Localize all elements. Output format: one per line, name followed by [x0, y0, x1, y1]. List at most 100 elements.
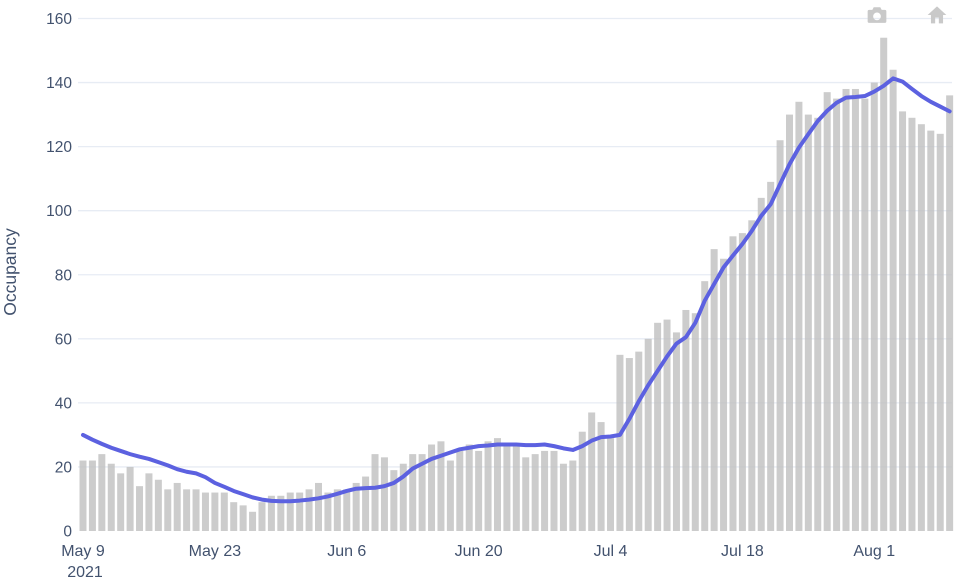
- bar[interactable]: [296, 492, 304, 531]
- bar[interactable]: [418, 454, 426, 531]
- download-plot-button[interactable]: [863, 2, 891, 28]
- bar[interactable]: [446, 460, 454, 531]
- bar[interactable]: [927, 130, 935, 532]
- bar[interactable]: [588, 412, 596, 531]
- x-tick-year-label: 2021: [67, 564, 103, 580]
- bar[interactable]: [239, 505, 247, 531]
- bar[interactable]: [409, 454, 417, 531]
- bar[interactable]: [786, 114, 793, 532]
- bar[interactable]: [833, 98, 841, 532]
- bar[interactable]: [277, 495, 285, 531]
- bar[interactable]: [117, 473, 125, 531]
- bar[interactable]: [559, 463, 567, 531]
- bar[interactable]: [333, 489, 341, 531]
- bar[interactable]: [861, 98, 869, 532]
- bar[interactable]: [767, 181, 775, 531]
- bar[interactable]: [503, 444, 511, 531]
- bar[interactable]: [738, 233, 746, 531]
- bar[interactable]: [625, 358, 633, 531]
- bar[interactable]: [456, 450, 464, 531]
- bar[interactable]: [258, 502, 266, 531]
- bar[interactable]: [710, 249, 718, 531]
- bar[interactable]: [183, 489, 191, 531]
- bar[interactable]: [267, 495, 275, 531]
- bar[interactable]: [126, 466, 134, 531]
- bar[interactable]: [428, 444, 436, 531]
- bar[interactable]: [98, 454, 106, 531]
- trend-line[interactable]: [81, 76, 952, 504]
- bar[interactable]: [804, 114, 812, 532]
- bar[interactable]: [343, 489, 351, 531]
- bar[interactable]: [654, 322, 662, 531]
- bar[interactable]: [795, 101, 803, 531]
- bar[interactable]: [399, 463, 407, 531]
- bar[interactable]: [230, 502, 238, 531]
- bar[interactable]: [465, 444, 473, 531]
- bar[interactable]: [672, 332, 680, 531]
- reset-axes-button[interactable]: [923, 2, 951, 28]
- bar[interactable]: [437, 441, 445, 531]
- bar[interactable]: [578, 431, 586, 531]
- bar[interactable]: [154, 479, 162, 531]
- y-axis-tick-labels: 0 20 40 60 80 100 120 140 160: [46, 11, 72, 540]
- bar[interactable]: [776, 140, 784, 531]
- bar[interactable]: [362, 476, 370, 531]
- bar[interactable]: [635, 351, 643, 531]
- bar[interactable]: [201, 492, 209, 531]
- bar[interactable]: [550, 450, 558, 531]
- bar[interactable]: [814, 117, 822, 531]
- bar[interactable]: [136, 486, 144, 531]
- bar[interactable]: [220, 492, 228, 531]
- bar[interactable]: [324, 492, 332, 531]
- bar[interactable]: [249, 511, 257, 531]
- bar[interactable]: [851, 88, 859, 531]
- bar[interactable]: [917, 124, 925, 531]
- bar[interactable]: [823, 92, 831, 532]
- bar[interactable]: [512, 444, 520, 531]
- bar[interactable]: [757, 197, 765, 531]
- bar[interactable]: [145, 473, 153, 531]
- bar[interactable]: [682, 309, 690, 531]
- bar[interactable]: [842, 88, 850, 531]
- bar[interactable]: [880, 37, 888, 532]
- bar[interactable]: [484, 441, 492, 531]
- bar[interactable]: [946, 95, 954, 531]
- bar[interactable]: [173, 482, 181, 531]
- bar[interactable]: [211, 492, 219, 531]
- bar[interactable]: [616, 354, 624, 531]
- bar[interactable]: [88, 460, 96, 531]
- bar[interactable]: [607, 438, 615, 531]
- bar[interactable]: [371, 454, 379, 531]
- bar[interactable]: [305, 489, 313, 531]
- bar[interactable]: [720, 258, 728, 531]
- bar[interactable]: [729, 236, 737, 531]
- bar[interactable]: [522, 457, 530, 531]
- bar[interactable]: [936, 133, 944, 531]
- bar[interactable]: [352, 482, 360, 531]
- bar[interactable]: [164, 489, 172, 531]
- bar[interactable]: [691, 313, 699, 531]
- bar[interactable]: [644, 338, 652, 531]
- bar[interactable]: [748, 220, 756, 531]
- bar[interactable]: [569, 460, 577, 531]
- bar[interactable]: [79, 460, 87, 531]
- bar[interactable]: [380, 457, 388, 531]
- bar[interactable]: [870, 82, 878, 531]
- bar[interactable]: [493, 438, 501, 531]
- bar[interactable]: [531, 454, 539, 531]
- bar[interactable]: [541, 450, 549, 531]
- bar[interactable]: [390, 470, 398, 531]
- bar[interactable]: [908, 117, 916, 531]
- bar-series[interactable]: [79, 37, 954, 532]
- bar[interactable]: [315, 482, 322, 531]
- bar[interactable]: [286, 492, 294, 531]
- bar[interactable]: [597, 422, 605, 531]
- bar[interactable]: [889, 69, 897, 531]
- bar[interactable]: [899, 111, 907, 532]
- bar[interactable]: [107, 463, 115, 531]
- bar[interactable]: [475, 450, 483, 531]
- bar[interactable]: [192, 489, 200, 531]
- bar[interactable]: [663, 319, 671, 531]
- bar[interactable]: [701, 281, 709, 531]
